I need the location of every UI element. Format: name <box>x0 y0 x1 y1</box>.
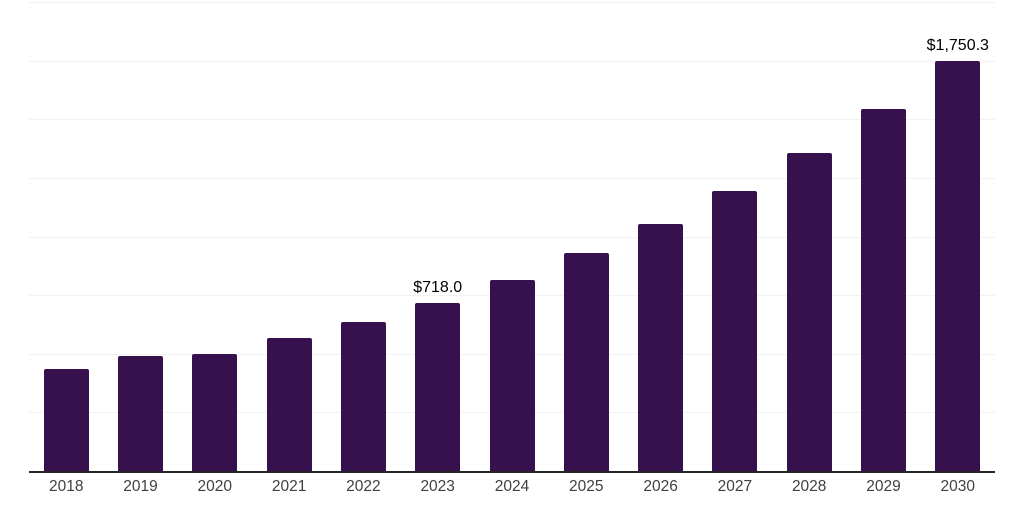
gridline-1000 <box>29 236 995 238</box>
x-tick-2021: 2021 <box>271 478 307 495</box>
bar-2019 <box>118 356 163 471</box>
bar-2018 <box>43 368 89 471</box>
bar-2025 <box>563 253 609 471</box>
x-tick-2018: 2018 <box>48 478 84 495</box>
bar-2028 <box>786 152 832 471</box>
bar-2023 <box>415 302 461 471</box>
x-tick-2025: 2025 <box>569 478 604 495</box>
bar-2030 <box>935 60 981 471</box>
x-axis-line <box>29 471 995 473</box>
gridline-1500 <box>29 119 995 121</box>
x-tick-2026: 2026 <box>643 478 678 495</box>
x-tick-2027: 2027 <box>717 478 753 495</box>
x-tick-2024: 2024 <box>494 478 530 495</box>
x-tick-2028: 2028 <box>791 478 827 495</box>
x-tick-2030: 2030 <box>940 478 976 495</box>
bar-2021 <box>266 338 312 471</box>
bar-2026 <box>638 224 684 471</box>
bar-2029 <box>861 109 906 471</box>
plot-area: 2018 2019 2020 2021 2022 $718.0 2023 2024 2025 20… <box>29 2 995 495</box>
x-tick-2023: 2023 <box>420 478 455 495</box>
gridline-2000 <box>29 2 995 3</box>
bar-2027 <box>712 190 758 471</box>
bar-2022 <box>340 321 386 471</box>
bar-2020 <box>192 353 238 471</box>
x-tick-2020: 2020 <box>197 478 233 495</box>
data-label-2023: $718.0 <box>413 278 463 296</box>
bar-2024 <box>489 279 535 471</box>
gridline-1750 <box>29 60 995 62</box>
gridline-1250 <box>29 177 995 179</box>
x-tick-2022: 2022 <box>346 478 381 495</box>
x-tick-2019: 2019 <box>123 478 158 495</box>
x-tick-2029: 2029 <box>866 478 901 495</box>
data-label-2030: $1,750.3 <box>926 36 989 54</box>
